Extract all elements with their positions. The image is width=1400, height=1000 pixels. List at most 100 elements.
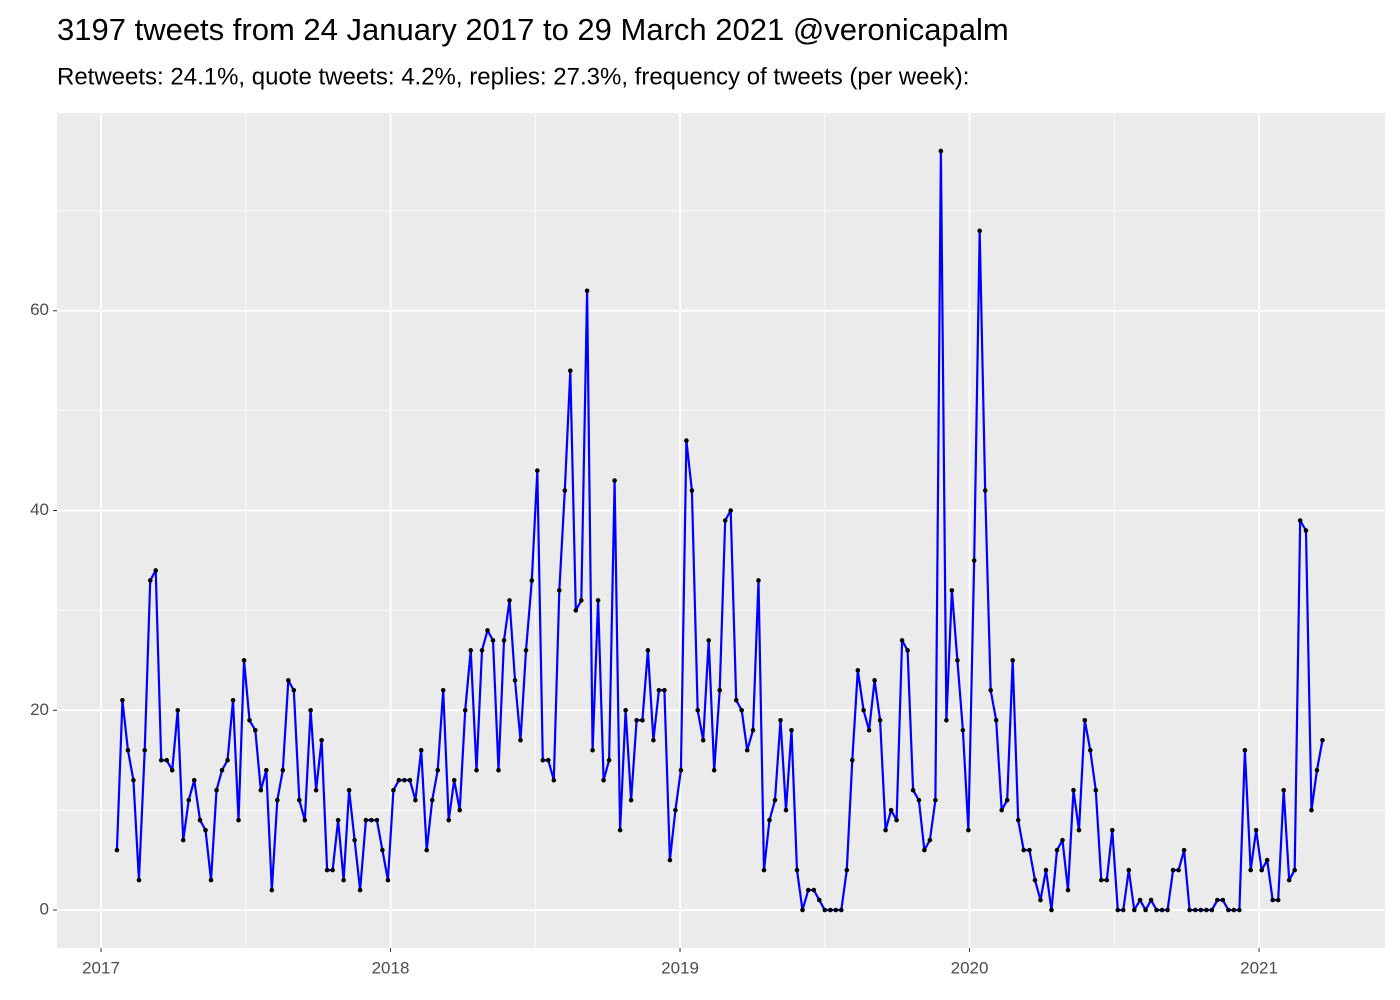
data-point xyxy=(153,568,159,573)
data-point xyxy=(413,797,418,803)
data-point xyxy=(811,887,817,893)
data-point xyxy=(1154,907,1159,913)
data-point xyxy=(982,488,988,493)
data-point xyxy=(1187,907,1192,913)
data-point xyxy=(789,727,794,733)
data-point xyxy=(849,757,855,763)
data-point xyxy=(169,767,175,773)
data-point xyxy=(844,867,850,873)
data-point xyxy=(1270,897,1275,903)
data-point xyxy=(1314,767,1320,773)
data-point xyxy=(960,727,966,733)
data-point xyxy=(949,588,955,593)
data-point xyxy=(1231,907,1237,913)
data-point xyxy=(1065,887,1071,893)
data-point xyxy=(158,757,164,763)
data-point xyxy=(391,787,396,793)
data-point xyxy=(1060,837,1065,843)
data-point xyxy=(402,777,407,783)
data-point xyxy=(955,658,960,663)
data-point xyxy=(485,628,490,633)
data-point xyxy=(695,707,700,713)
data-point xyxy=(308,707,313,713)
data-point xyxy=(435,767,441,773)
data-point xyxy=(1198,907,1204,913)
data-point xyxy=(722,518,728,523)
data-point xyxy=(523,648,529,653)
data-point xyxy=(977,228,982,234)
data-point xyxy=(164,757,170,763)
data-point xyxy=(241,658,247,663)
data-point xyxy=(1098,877,1104,883)
data-point xyxy=(1004,797,1010,803)
data-point xyxy=(617,827,623,833)
data-point xyxy=(407,777,413,783)
data-point xyxy=(1021,847,1026,853)
data-point xyxy=(899,638,905,643)
data-point xyxy=(1297,518,1303,523)
data-point xyxy=(1275,897,1281,903)
data-point xyxy=(772,797,778,803)
data-point xyxy=(568,368,573,373)
data-point xyxy=(114,847,120,853)
data-point xyxy=(357,887,363,893)
data-point xyxy=(1248,867,1253,873)
data-point xyxy=(1181,847,1187,853)
data-point xyxy=(291,688,297,693)
data-point xyxy=(872,678,877,683)
data-point xyxy=(623,707,628,713)
data-point xyxy=(496,767,501,773)
data-point xyxy=(385,877,391,883)
data-point xyxy=(579,598,584,603)
data-point xyxy=(1143,907,1148,913)
data-point xyxy=(1215,897,1220,903)
data-point xyxy=(916,797,922,803)
data-point xyxy=(120,697,125,703)
data-point xyxy=(197,817,203,823)
data-point xyxy=(230,697,236,703)
data-point xyxy=(247,717,252,723)
data-point xyxy=(833,907,839,913)
data-point xyxy=(501,638,507,643)
data-point xyxy=(180,837,186,843)
data-point xyxy=(468,648,474,653)
data-point xyxy=(1010,658,1015,663)
data-point xyxy=(739,707,745,713)
data-point xyxy=(269,887,275,893)
data-point xyxy=(933,797,938,803)
data-point xyxy=(551,777,557,783)
data-point xyxy=(628,797,634,803)
data-point xyxy=(1242,747,1248,753)
data-point xyxy=(706,638,711,643)
y-tick-label: 60 xyxy=(30,300,49,319)
data-point xyxy=(1237,907,1242,913)
data-point xyxy=(927,837,933,843)
data-point xyxy=(894,817,899,823)
data-point xyxy=(147,578,153,583)
data-point xyxy=(440,688,446,693)
data-point xyxy=(352,837,357,843)
data-point xyxy=(756,578,761,583)
data-point xyxy=(684,438,689,443)
data-point xyxy=(861,707,866,713)
data-point xyxy=(838,907,844,913)
data-point xyxy=(783,807,789,813)
data-point xyxy=(1264,857,1270,863)
data-point xyxy=(1226,907,1231,913)
data-point xyxy=(612,478,617,483)
data-point xyxy=(512,678,518,683)
x-tick-label: 2018 xyxy=(372,958,410,977)
data-point xyxy=(827,907,833,913)
data-point xyxy=(1204,907,1209,913)
data-point xyxy=(1303,528,1309,533)
data-point xyxy=(905,648,910,653)
data-point xyxy=(142,747,148,753)
data-point xyxy=(1159,907,1165,913)
data-point xyxy=(507,598,512,603)
data-point xyxy=(656,688,662,693)
data-point xyxy=(778,717,783,723)
data-point xyxy=(1253,827,1259,833)
data-point xyxy=(700,737,706,743)
data-point xyxy=(1038,897,1043,903)
